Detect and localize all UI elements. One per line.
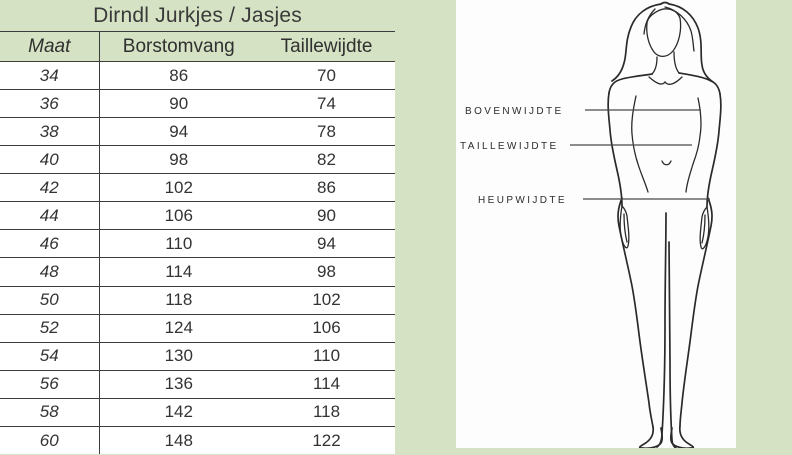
taillewijdte-cell: 118 <box>258 398 395 427</box>
taillewijdte-cell: 86 <box>258 173 395 203</box>
size-table: Maat Borstomvang Taillewijdte 34 86 70 36 90… <box>0 31 395 455</box>
taillewijdte-cell: 114 <box>258 370 395 399</box>
maat-cell: 48 <box>0 257 100 287</box>
maat-cell: 36 <box>0 89 100 119</box>
maat-cell: 42 <box>0 173 100 203</box>
table-row: 44 106 90 <box>0 201 395 231</box>
table-row: 54 130 110 <box>0 342 395 371</box>
taillewijdte-cell: 110 <box>258 342 395 371</box>
maat-cell: 60 <box>0 426 100 455</box>
torso-sketch <box>608 72 721 193</box>
table-title: Dirndl Jurkjes / Jasjes <box>93 3 302 27</box>
borstomvang-cell: 90 <box>99 89 258 119</box>
borstomvang-cell: 98 <box>99 145 258 175</box>
maat-cell: 56 <box>0 370 100 399</box>
waist-label: TAILLEWIJDTE <box>460 141 559 152</box>
borstomvang-cell: 86 <box>99 61 258 91</box>
borstomvang-cell: 130 <box>99 342 258 371</box>
column-header-maat: Maat <box>0 31 100 62</box>
borstomvang-cell: 142 <box>99 398 258 427</box>
maat-cell: 44 <box>0 201 100 231</box>
table-row: 52 124 106 <box>0 314 395 343</box>
column-header-taillewijdte: Taillewijdte <box>258 31 395 62</box>
table-row: 48 114 98 <box>0 257 395 287</box>
body-figure-illustration: BOVENWIJDTE TAILLEWIJDTE HEUPWIJDTE <box>460 1 722 448</box>
taillewijdte-cell: 70 <box>258 61 395 91</box>
table-row: 40 98 82 <box>0 145 395 175</box>
borstomvang-cell: 94 <box>99 117 258 147</box>
maat-cell: 52 <box>0 314 100 343</box>
table-row: 58 142 118 <box>0 398 395 427</box>
arms-sketch <box>607 92 722 250</box>
taillewijdte-cell: 94 <box>258 229 395 259</box>
borstomvang-cell: 114 <box>99 257 258 287</box>
measurement-diagram-panel: BOVENWIJDTE TAILLEWIJDTE HEUPWIJDTE <box>456 0 736 448</box>
size-table-section: Dirndl Jurkjes / Jasjes Maat Borstomvang… <box>0 0 395 455</box>
table-row: 42 102 86 <box>0 173 395 203</box>
maat-cell: 40 <box>0 145 100 175</box>
taillewijdte-cell: 98 <box>258 257 395 287</box>
taillewijdte-cell: 74 <box>258 89 395 119</box>
table-row: 46 110 94 <box>0 229 395 259</box>
borstomvang-cell: 110 <box>99 229 258 259</box>
legs-sketch <box>617 197 713 448</box>
table-row: 38 94 78 <box>0 117 395 147</box>
borstomvang-cell: 106 <box>99 201 258 231</box>
table-row: 50 118 102 <box>0 286 395 315</box>
table-row: 36 90 74 <box>0 89 395 119</box>
column-header-borstomvang: Borstomvang <box>99 31 258 62</box>
taillewijdte-cell: 106 <box>258 314 395 343</box>
hair-sketch <box>611 1 714 83</box>
borstomvang-cell: 148 <box>99 426 258 455</box>
borstomvang-cell: 102 <box>99 173 258 203</box>
table-header-row: Maat Borstomvang Taillewijdte <box>0 31 395 62</box>
maat-cell: 50 <box>0 286 100 315</box>
maat-cell: 54 <box>0 342 100 371</box>
hip-label: HEUPWIJDTE <box>478 195 567 206</box>
borstomvang-cell: 136 <box>99 370 258 399</box>
face-sketch <box>646 8 682 75</box>
table-row: 60 148 122 <box>0 426 395 455</box>
taillewijdte-cell: 90 <box>258 201 395 231</box>
bust-label: BOVENWIJDTE <box>465 106 564 117</box>
taillewijdte-cell: 122 <box>258 426 395 455</box>
table-row: 34 86 70 <box>0 61 395 91</box>
taillewijdte-cell: 82 <box>258 145 395 175</box>
maat-cell: 38 <box>0 117 100 147</box>
borstomvang-cell: 124 <box>99 314 258 343</box>
taillewijdte-cell: 78 <box>258 117 395 147</box>
taillewijdte-cell: 102 <box>258 286 395 315</box>
table-row: 56 136 114 <box>0 370 395 399</box>
maat-cell: 46 <box>0 229 100 259</box>
maat-cell: 34 <box>0 61 100 91</box>
maat-cell: 58 <box>0 398 100 427</box>
borstomvang-cell: 118 <box>99 286 258 315</box>
